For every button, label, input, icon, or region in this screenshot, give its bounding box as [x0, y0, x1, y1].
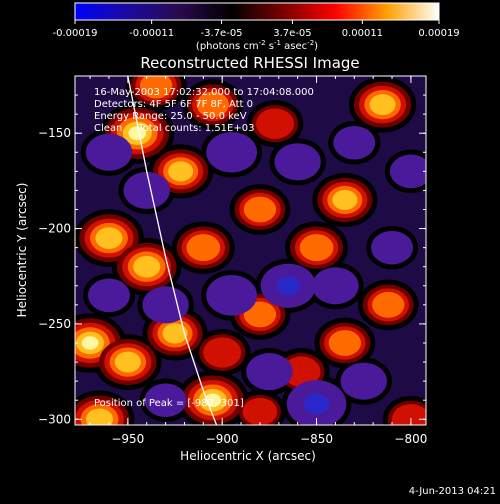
- annotation-energy: Energy Range: 25.0 - 50.0 keV: [94, 111, 247, 122]
- x-axis-label: Heliocentric X (arcsec): [180, 449, 316, 463]
- heatmap-blob: [243, 196, 277, 223]
- heatmap-blob: [369, 94, 396, 116]
- plot-frame: [74, 75, 427, 426]
- heatmap-blob: [347, 367, 381, 395]
- x-axis: −950 −900 −850 −800: [89, 76, 427, 446]
- heatmap-blob: [128, 126, 147, 141]
- heatmap-blob: [282, 356, 321, 387]
- heatmap-blob: [281, 148, 315, 176]
- y-tick-label: −150: [38, 126, 71, 140]
- x-tick-label: −950: [111, 432, 144, 446]
- heatmap-blob: [242, 397, 278, 425]
- heatmap-blob: [213, 280, 250, 310]
- heatmap-blob: [318, 272, 352, 300]
- timestamp: 4-Jun-2013 04:21: [409, 486, 496, 497]
- x-tick-label: −850: [300, 432, 333, 446]
- colorbar-tick-label: 0.00011: [342, 28, 383, 39]
- annotation-peak: Position of Peak = [-982,-301]: [94, 398, 244, 409]
- heatmap-blob: [213, 137, 250, 167]
- heatmap-blob: [243, 301, 277, 328]
- colorbar-tick-label: -3.7e-05: [201, 28, 243, 39]
- y-tick-label: −250: [38, 317, 71, 331]
- heatmap-blob: [372, 291, 405, 318]
- y-axis-label: Heliocentric Y (arcsec): [15, 183, 29, 318]
- heatmap-blob: [150, 388, 181, 413]
- heatmap-blob: [168, 161, 194, 182]
- colorbar-units: (photons cm-2 s-1 asec-2): [196, 39, 318, 52]
- heatmap-blob: [130, 177, 164, 204]
- heatmap: [75, 76, 426, 425]
- colorbar-tick-label: -0.00019: [53, 28, 98, 39]
- heatmap-blob: [299, 234, 334, 262]
- heatmap-blob: [256, 108, 295, 139]
- heatmap-blob: [303, 393, 330, 415]
- x-tick-label: −900: [206, 432, 239, 446]
- heatmap-blob: [149, 291, 183, 319]
- heatmap-blob: [114, 351, 141, 373]
- heatmap-blob: [332, 189, 358, 210]
- heatmap-blob: [276, 276, 301, 296]
- annotations: 16-May-2003 17:02:32.000 to 17:04:08.000…: [94, 87, 314, 409]
- colorbar-tick-label: 3.7e-05: [273, 28, 311, 39]
- y-tick-label: −300: [38, 412, 71, 426]
- y-tick-label: −200: [38, 222, 71, 236]
- heatmap-blob: [328, 330, 362, 356]
- heatmap-blob: [395, 159, 426, 184]
- heatmap-blob: [133, 255, 161, 278]
- heatmap-blob: [339, 130, 370, 155]
- heatmap-blob: [196, 91, 229, 118]
- y-axis: −300 −250 −200 −150: [38, 94, 426, 426]
- heatmap-blob: [186, 234, 221, 262]
- heatmap-blob: [203, 337, 242, 368]
- heatmap-blob: [85, 408, 114, 425]
- heatmap-blob: [81, 336, 99, 350]
- solar-limb-line: [127, 76, 218, 425]
- heatmap-blob: [377, 235, 408, 260]
- annotation-time: 16-May-2003 17:02:32.000 to 17:04:08.000: [94, 87, 314, 98]
- colorbar-gradient: [74, 2, 440, 21]
- heatmap-blob: [139, 76, 173, 99]
- heatmap-blob: [252, 358, 286, 385]
- heatmap-blob: [92, 139, 126, 166]
- colorbar-ticks: -0.00019 -0.00011 -3.7e-05 3.7e-05 0.00011 0.…: [53, 20, 460, 39]
- colorbar: -0.00019 -0.00011 -3.7e-05 3.7e-05 0.00011 0.…: [53, 2, 460, 52]
- colorbar-tick-label: -0.00011: [129, 28, 174, 39]
- annotation-detectors: Detectors: 4F 5F 6F 7F 8F, Att 0: [94, 99, 253, 110]
- x-tick-label: −800: [394, 432, 427, 446]
- heatmap-blob: [93, 283, 124, 308]
- heatmap-blob: [95, 227, 123, 249]
- colorbar-tick-label: 0.00019: [418, 28, 459, 39]
- annotation-counts: Clean Total counts: 1.51E+03: [94, 123, 254, 134]
- chart-title: Reconstructed RHESSI Image: [140, 54, 359, 72]
- heatmap-blob: [162, 323, 188, 344]
- heatmap-blob: [391, 404, 426, 425]
